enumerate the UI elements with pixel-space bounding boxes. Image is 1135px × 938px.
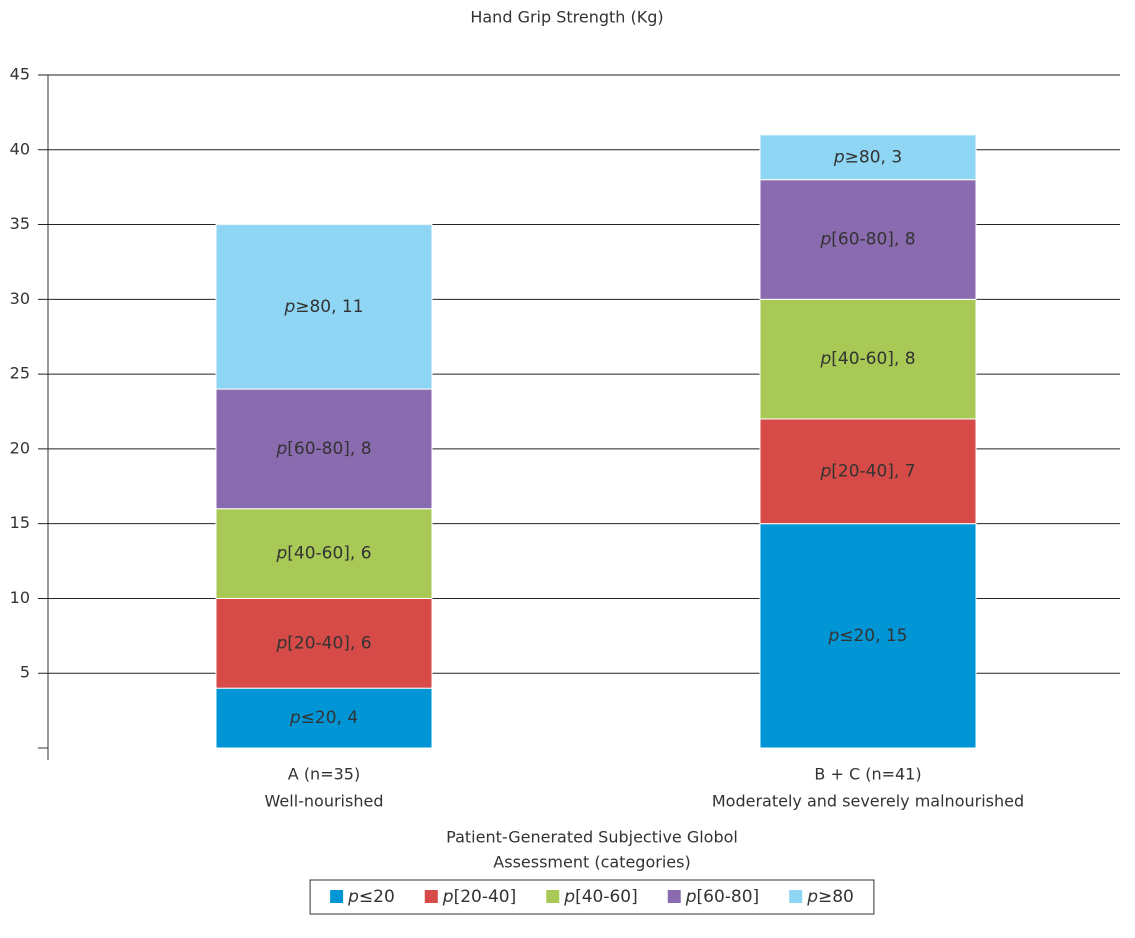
legend-text: p[40-60]	[563, 887, 637, 907]
data-label: p[60-80], 8	[819, 230, 915, 250]
data-label: p[20-40], 7	[819, 461, 915, 481]
data-label: p[40-60], 8	[819, 349, 915, 369]
bar-segment	[215, 508, 433, 599]
legend-swatch	[330, 890, 344, 903]
bar-segment	[759, 523, 977, 749]
data-label: p≤20, 4	[289, 708, 358, 728]
legend-swatch	[789, 890, 803, 903]
bar-segment	[759, 134, 977, 181]
chart-title: Hand Grip Strength (Kg)	[470, 8, 663, 27]
y-tick-label: 40	[10, 139, 30, 158]
bar-segment	[215, 687, 433, 749]
y-tick-label: 15	[10, 513, 30, 532]
legend-swatch	[667, 890, 681, 903]
legend-swatch	[546, 890, 560, 903]
y-tick-label: 25	[10, 364, 30, 383]
x-axis-label: Patient-Generated Subjective Globol	[446, 828, 738, 847]
y-tick-label: 45	[10, 65, 30, 84]
bar-segment	[215, 388, 433, 510]
x-tick-label: Well-nourished	[265, 792, 384, 811]
legend-box	[309, 879, 875, 915]
y-tick-label: 35	[10, 214, 30, 233]
y-tick-label: 5	[20, 663, 30, 682]
y-tick-label: 20	[10, 438, 30, 457]
data-label: p≤20, 15	[827, 626, 907, 646]
bar-segment	[759, 179, 977, 300]
data-label: p[40-60], 6	[275, 544, 371, 564]
legend-text: p≥80	[806, 887, 854, 907]
x-axis-label: Assessment (categories)	[493, 853, 690, 872]
x-tick-label: B + C (n=41)	[814, 765, 921, 784]
x-tick-label: Moderately and severely malnourished	[712, 792, 1024, 811]
bar-segment	[759, 298, 977, 420]
legend-text: p[20-40]	[442, 887, 516, 907]
bar-segment	[215, 224, 433, 390]
bar-segment	[759, 418, 977, 525]
x-tick-label: A (n=35)	[288, 765, 360, 784]
legend-text: p≤20	[347, 887, 395, 907]
y-tick-label: 30	[10, 289, 30, 308]
data-label: p[20-40], 6	[275, 633, 371, 653]
data-label: p[60-80], 8	[275, 439, 371, 459]
bar-segment	[215, 597, 433, 689]
y-tick-label: 10	[10, 588, 30, 607]
data-label: p≥80, 11	[283, 297, 363, 317]
legend-swatch	[424, 890, 438, 903]
data-label: p≥80, 3	[833, 147, 902, 167]
legend-text: p[60-80]	[685, 887, 759, 907]
